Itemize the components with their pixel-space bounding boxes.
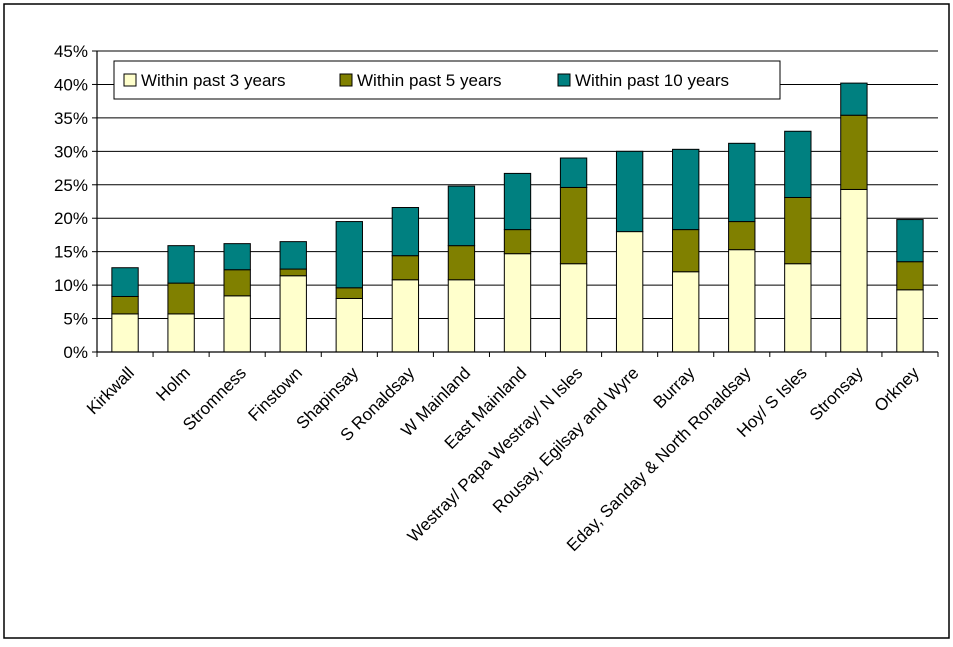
bar-segment-2 bbox=[447, 245, 476, 281]
bar-segment-1 bbox=[279, 275, 307, 353]
bar-segment-3 bbox=[223, 243, 251, 271]
y-tick-label: 40% bbox=[54, 75, 88, 94]
bar-segment-1 bbox=[391, 279, 420, 353]
bar-segment-3 bbox=[111, 267, 139, 297]
bar-segment-2 bbox=[335, 287, 363, 299]
bar-segment-2 bbox=[559, 186, 588, 265]
legend: Within past 3 years Within past 5 years Wi… bbox=[113, 60, 781, 100]
bar-segment-1 bbox=[728, 249, 756, 353]
bar-segment-3 bbox=[896, 219, 924, 263]
y-tick-label: 10% bbox=[54, 276, 88, 295]
bar-segment-1 bbox=[896, 289, 924, 353]
bar-segment-1 bbox=[840, 188, 868, 353]
y-tick-label: 25% bbox=[54, 176, 88, 195]
y-tick-label: 5% bbox=[63, 310, 88, 329]
bars bbox=[111, 82, 924, 353]
bar-segment-2 bbox=[896, 261, 924, 291]
legend-label: Within past 3 years bbox=[141, 71, 286, 90]
y-tick-label: 35% bbox=[54, 109, 88, 128]
bar-segment-2 bbox=[111, 295, 139, 315]
bar-segment-1 bbox=[335, 297, 363, 353]
bar-segment-3 bbox=[559, 157, 588, 188]
bar-segment-3 bbox=[279, 241, 307, 270]
legend-label: Within past 5 years bbox=[357, 71, 502, 90]
legend-swatch bbox=[557, 73, 571, 87]
bar-segment-3 bbox=[447, 185, 476, 247]
bar-segment-2 bbox=[223, 269, 251, 297]
bar-segment-2 bbox=[503, 229, 532, 255]
bar-segment-2 bbox=[167, 282, 195, 315]
bar-segment-2 bbox=[391, 255, 420, 281]
bar-segment-3 bbox=[503, 172, 532, 231]
bar-segment-1 bbox=[167, 313, 195, 353]
y-axis-tick-labels: 0% 5% 10% 15% 20% 25% 30% 35% 40% 45% bbox=[54, 42, 88, 362]
y-tick-label: 0% bbox=[63, 343, 88, 362]
bar-segment-1 bbox=[503, 253, 532, 353]
bar-segment-3 bbox=[391, 207, 420, 257]
axes bbox=[92, 50, 939, 357]
bar-segment-1 bbox=[615, 231, 644, 353]
bar-segment-1 bbox=[111, 313, 139, 353]
legend-swatch bbox=[123, 73, 137, 87]
y-tick-label: 20% bbox=[54, 209, 88, 228]
bar-segment-1 bbox=[447, 279, 476, 353]
bar-segment-3 bbox=[335, 221, 363, 289]
bar-segment-1 bbox=[672, 271, 700, 353]
bar-segment-3 bbox=[672, 148, 700, 231]
legend-label: Within past 10 years bbox=[575, 71, 729, 90]
bar-segment-1 bbox=[559, 263, 588, 353]
bar-segment-2 bbox=[279, 268, 307, 277]
bar-segment-1 bbox=[223, 295, 251, 353]
bar-segment-3 bbox=[615, 150, 644, 233]
bar-segment-3 bbox=[840, 82, 868, 116]
legend-box bbox=[113, 60, 781, 100]
legend-swatch bbox=[339, 73, 353, 87]
bar-segment-2 bbox=[728, 221, 756, 251]
bar-segment-2 bbox=[840, 114, 868, 190]
bar-segment-2 bbox=[672, 229, 700, 273]
bar-segment-3 bbox=[784, 130, 812, 198]
y-tick-label: 15% bbox=[54, 243, 88, 262]
bar-segment-1 bbox=[784, 263, 812, 353]
y-tick-label: 45% bbox=[54, 42, 88, 61]
bar-segment-2 bbox=[784, 196, 812, 265]
bar-segment-3 bbox=[728, 142, 756, 223]
bar-segment-3 bbox=[167, 245, 195, 284]
y-tick-label: 30% bbox=[54, 142, 88, 161]
